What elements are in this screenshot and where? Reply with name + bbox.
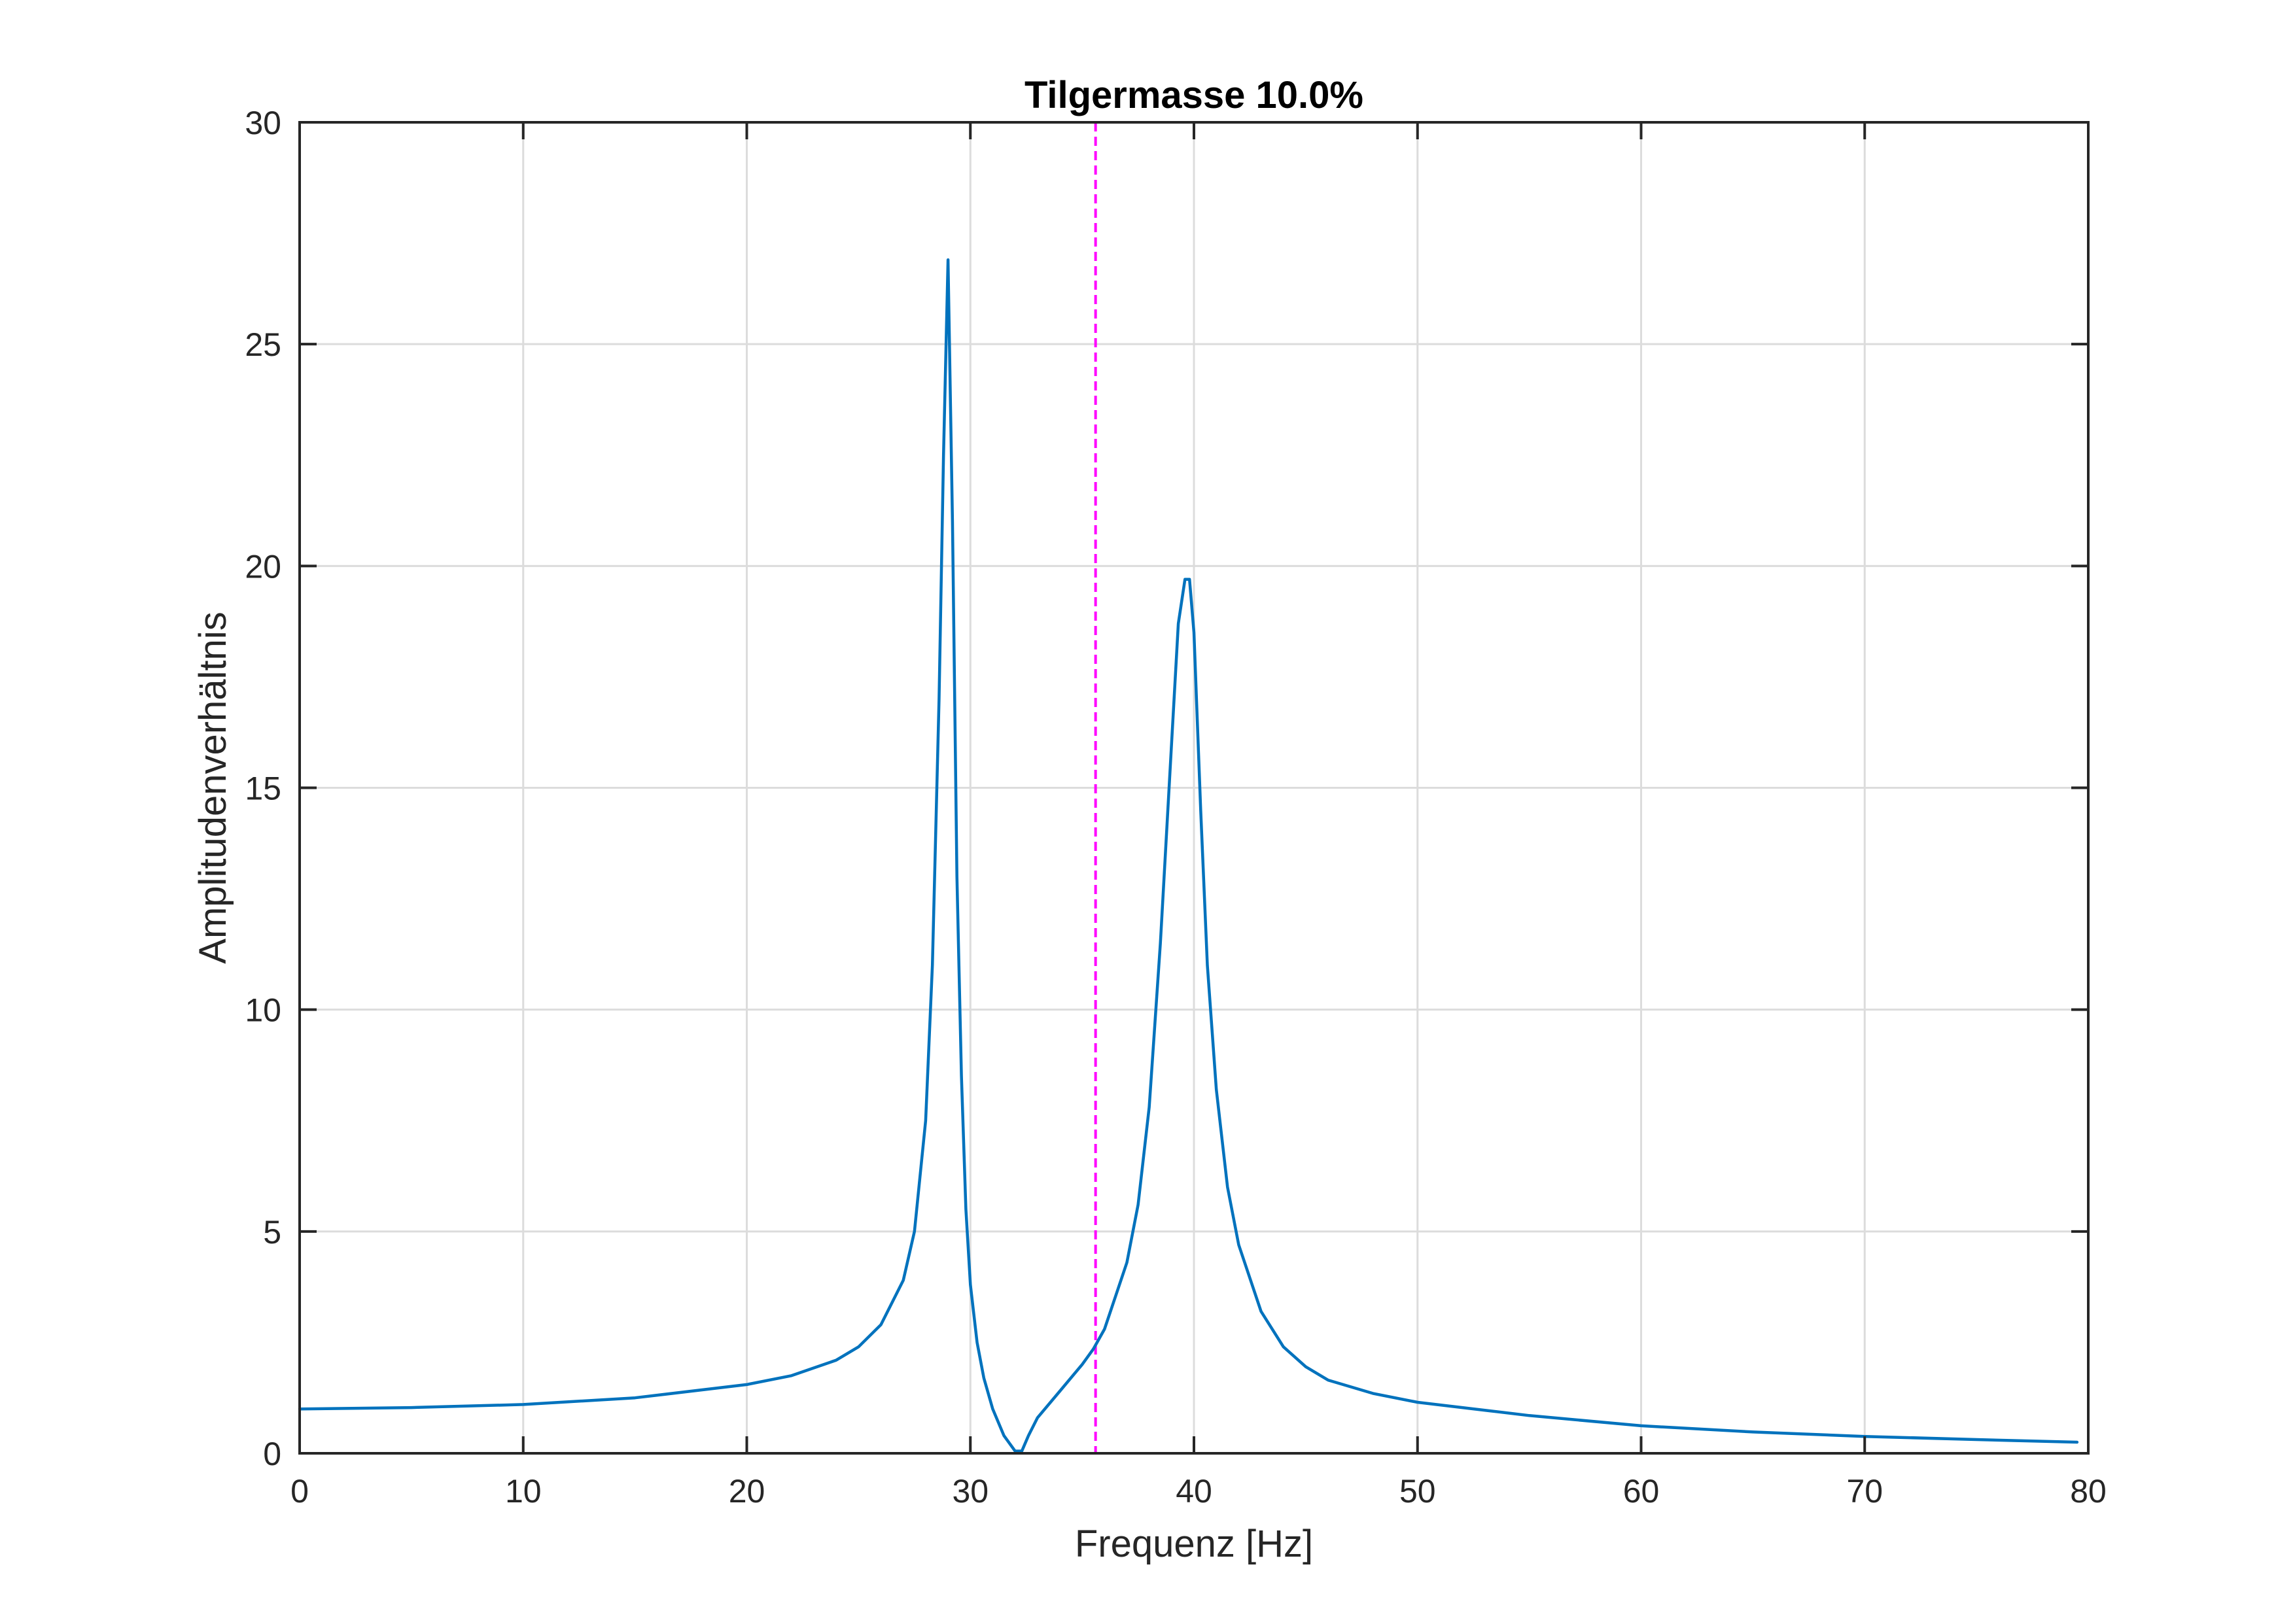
- x-tick-labels: 0 10 20 30 40 50 60 70 80: [290, 1473, 2107, 1510]
- y-tick-label: 25: [245, 326, 281, 363]
- y-tick-labels: 0 5 10 15 20 25 30: [245, 105, 281, 1472]
- x-tick-label: 0: [290, 1473, 309, 1510]
- x-tick-label: 20: [729, 1473, 765, 1510]
- grid-lines: [300, 122, 2088, 1453]
- x-tick-label: 10: [505, 1473, 542, 1510]
- y-tick-label: 0: [263, 1436, 281, 1472]
- y-axis-label: Amplitudenverhältnis: [192, 612, 234, 963]
- x-tick-label: 40: [1176, 1473, 1212, 1510]
- series-line: [298, 258, 2079, 1453]
- series-lines: [298, 258, 2079, 1453]
- x-axis-label: Frequenz [Hz]: [1075, 1523, 1313, 1565]
- x-tick-label: 30: [952, 1473, 989, 1510]
- y-tick-label: 15: [245, 770, 281, 807]
- x-tick-label: 70: [1846, 1473, 1883, 1510]
- y-tick-label: 5: [263, 1214, 281, 1251]
- x-tick-label: 60: [1623, 1473, 1660, 1510]
- x-tick-label: 50: [1399, 1473, 1436, 1510]
- tick-marks: [298, 121, 2090, 1455]
- chart-title: Tilgermasse 10.0%: [1025, 74, 1363, 116]
- x-tick-label: 80: [2070, 1473, 2107, 1510]
- y-tick-label: 10: [245, 992, 281, 1029]
- y-tick-label: 20: [245, 548, 281, 585]
- y-tick-label: 30: [245, 105, 281, 141]
